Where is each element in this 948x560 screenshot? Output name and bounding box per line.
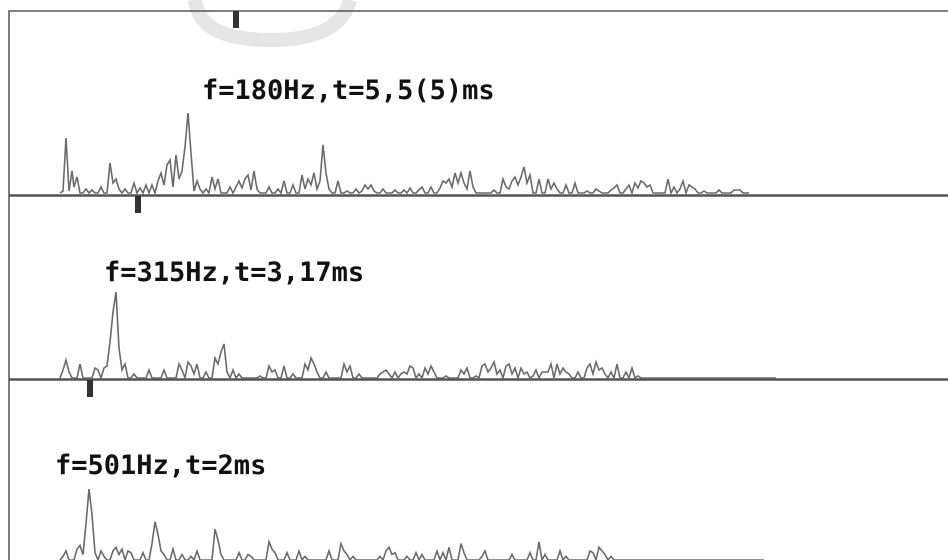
panel-3: f=501Hz,t=2ms	[8, 379, 948, 560]
panel-1-trace	[59, 112, 749, 196]
panel-2-frame	[8, 195, 948, 380]
panel-3-marker	[87, 380, 93, 397]
watermark-arc	[188, 0, 357, 48]
panel-3-frame	[8, 379, 948, 560]
panel-1: f=180Hz,t=5,5(5)ms	[8, 10, 948, 196]
panel-2-label: f=315Hz,t=3,17ms	[104, 257, 364, 288]
panel-1-frame	[8, 10, 948, 196]
panel-2: f=315Hz,t=3,17ms	[8, 195, 948, 381]
panel-3-trace	[59, 489, 764, 560]
panel-3-label: f=501Hz,t=2ms	[55, 450, 266, 481]
panel-1-marker	[233, 11, 239, 28]
panel-1-label: f=180Hz,t=5,5(5)ms	[202, 75, 495, 106]
panel-2-trace	[59, 291, 776, 381]
panel-2-marker	[135, 196, 141, 213]
